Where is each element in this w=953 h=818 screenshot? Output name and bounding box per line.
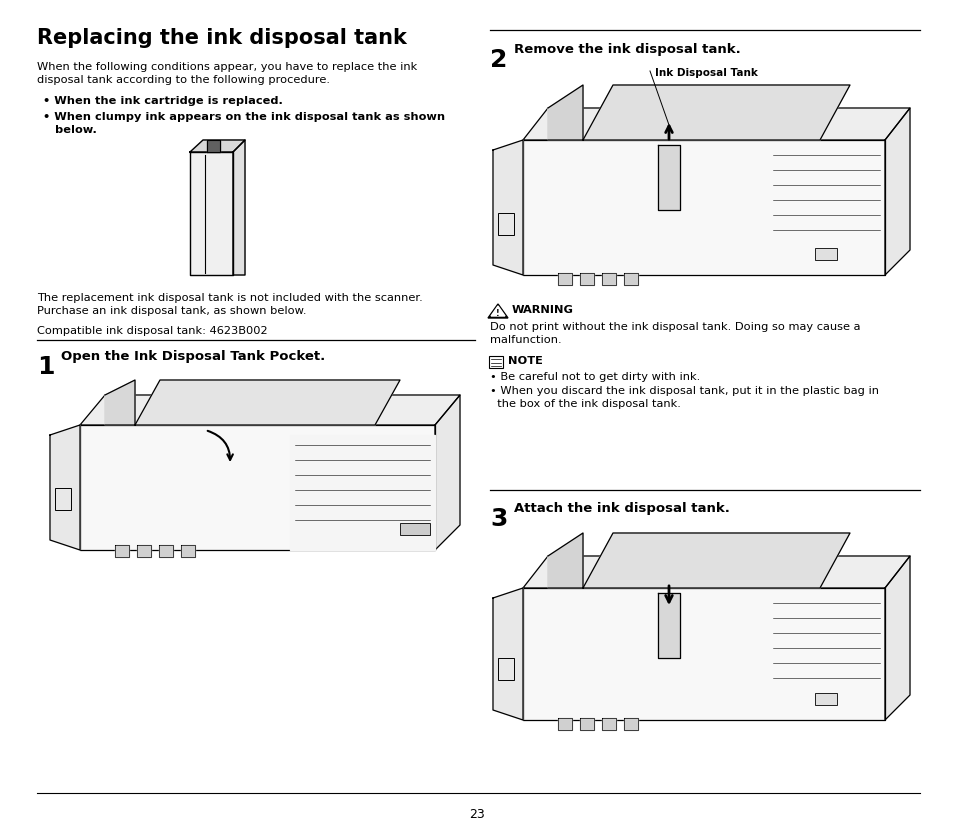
Polygon shape bbox=[435, 395, 459, 550]
Polygon shape bbox=[80, 425, 435, 550]
Bar bbox=[497, 213, 514, 235]
Text: 2: 2 bbox=[490, 48, 507, 72]
Polygon shape bbox=[658, 145, 679, 210]
Polygon shape bbox=[290, 435, 435, 550]
Polygon shape bbox=[623, 718, 638, 730]
Text: • Be careful not to get dirty with ink.: • Be careful not to get dirty with ink. bbox=[490, 372, 700, 382]
Bar bbox=[399, 523, 430, 535]
Bar bbox=[55, 488, 71, 510]
Polygon shape bbox=[207, 140, 220, 152]
Text: !: ! bbox=[496, 308, 499, 317]
Text: Attach the ink disposal tank.: Attach the ink disposal tank. bbox=[514, 502, 729, 515]
Bar bbox=[497, 658, 514, 680]
Text: When the following conditions appear, you have to replace the ink
disposal tank : When the following conditions appear, yo… bbox=[37, 62, 416, 85]
Polygon shape bbox=[159, 545, 172, 557]
Bar bbox=[814, 248, 836, 260]
Text: NOTE: NOTE bbox=[507, 356, 542, 366]
Polygon shape bbox=[522, 108, 909, 140]
Polygon shape bbox=[105, 380, 135, 425]
Polygon shape bbox=[115, 545, 129, 557]
Polygon shape bbox=[582, 533, 849, 588]
FancyBboxPatch shape bbox=[489, 356, 502, 368]
Text: • When clumpy ink appears on the ink disposal tank as shown
   below.: • When clumpy ink appears on the ink dis… bbox=[43, 112, 445, 135]
Text: 3: 3 bbox=[490, 507, 507, 531]
Polygon shape bbox=[190, 140, 245, 152]
Polygon shape bbox=[579, 273, 594, 285]
Polygon shape bbox=[493, 588, 522, 720]
Polygon shape bbox=[582, 85, 849, 140]
Polygon shape bbox=[190, 152, 233, 275]
Text: WARNING: WARNING bbox=[512, 305, 574, 315]
Polygon shape bbox=[491, 306, 504, 316]
Polygon shape bbox=[522, 140, 884, 275]
Polygon shape bbox=[884, 108, 909, 275]
Polygon shape bbox=[623, 273, 638, 285]
Polygon shape bbox=[658, 593, 679, 658]
Polygon shape bbox=[547, 85, 582, 140]
Polygon shape bbox=[50, 425, 80, 550]
Polygon shape bbox=[558, 718, 572, 730]
Text: Do not print without the ink disposal tank. Doing so may cause a
malfunction.: Do not print without the ink disposal ta… bbox=[490, 322, 860, 345]
Polygon shape bbox=[601, 273, 616, 285]
Text: • When you discard the ink disposal tank, put it in the plastic bag in
  the box: • When you discard the ink disposal tank… bbox=[490, 386, 878, 409]
Text: Remove the ink disposal tank.: Remove the ink disposal tank. bbox=[514, 43, 740, 56]
Polygon shape bbox=[181, 545, 194, 557]
Text: The replacement ink disposal tank is not included with the scanner.
Purchase an : The replacement ink disposal tank is not… bbox=[37, 293, 422, 317]
Text: Ink Disposal Tank: Ink Disposal Tank bbox=[655, 68, 757, 78]
Polygon shape bbox=[522, 588, 884, 720]
Polygon shape bbox=[547, 533, 582, 588]
Polygon shape bbox=[80, 395, 459, 425]
Polygon shape bbox=[884, 556, 909, 720]
Text: 1: 1 bbox=[37, 355, 54, 379]
Text: 23: 23 bbox=[469, 808, 484, 818]
Polygon shape bbox=[137, 545, 151, 557]
Polygon shape bbox=[601, 718, 616, 730]
Bar bbox=[814, 693, 836, 705]
Polygon shape bbox=[233, 140, 245, 275]
Polygon shape bbox=[493, 140, 522, 275]
Text: • When the ink cartridge is replaced.: • When the ink cartridge is replaced. bbox=[43, 96, 283, 106]
Polygon shape bbox=[558, 273, 572, 285]
Polygon shape bbox=[522, 556, 909, 588]
Polygon shape bbox=[579, 718, 594, 730]
Text: Open the Ink Disposal Tank Pocket.: Open the Ink Disposal Tank Pocket. bbox=[61, 350, 325, 363]
Polygon shape bbox=[135, 380, 399, 425]
Polygon shape bbox=[488, 304, 507, 318]
Text: Compatible ink disposal tank: 4623B002: Compatible ink disposal tank: 4623B002 bbox=[37, 326, 268, 336]
Text: Replacing the ink disposal tank: Replacing the ink disposal tank bbox=[37, 28, 406, 48]
